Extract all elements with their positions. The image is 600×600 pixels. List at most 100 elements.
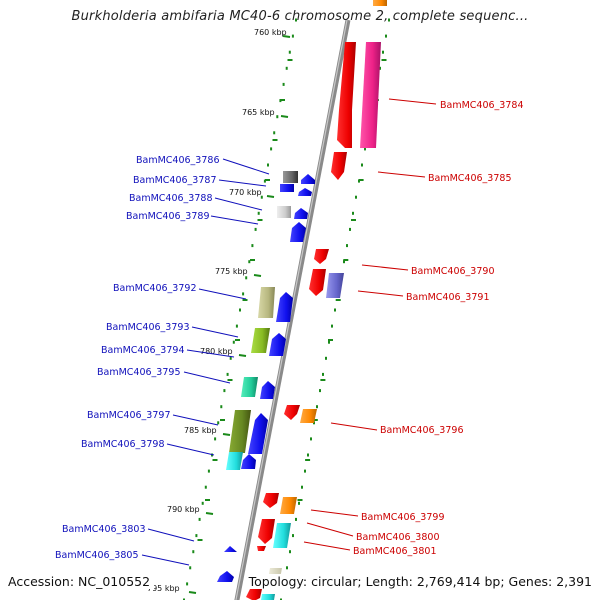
gene-block[interactable]: [280, 184, 294, 192]
gene-arrow[interactable]: [246, 589, 262, 600]
ring-dot: [291, 34, 294, 38]
gene-arrow[interactable]: [309, 269, 326, 296]
gene-arrow[interactable]: [298, 188, 312, 196]
ring-dot: [343, 259, 349, 261]
ring-dot: [186, 582, 189, 586]
gene-block[interactable]: [300, 409, 317, 423]
leader-line: [357, 290, 404, 297]
gene-label[interactable]: BamMC406_3795: [97, 367, 180, 378]
gene-arrow[interactable]: [331, 152, 347, 180]
gene-arrow[interactable]: [301, 174, 315, 184]
ring-dot: [195, 534, 198, 538]
ring-dot: [235, 324, 238, 328]
kbp-tick: [253, 274, 262, 277]
gene-block[interactable]: [283, 171, 298, 183]
ring-dot: [232, 340, 235, 344]
gene-label[interactable]: BamMC406_3787: [133, 175, 216, 186]
ring-dot: [198, 517, 201, 521]
gene-block[interactable]: [258, 287, 275, 318]
gene-block[interactable]: [226, 452, 243, 470]
gene-arrow[interactable]: [290, 222, 306, 242]
leader-line: [191, 326, 239, 338]
gene-arrow[interactable]: [269, 333, 286, 356]
gene-arrow[interactable]: [263, 493, 279, 508]
gene-label[interactable]: BamMC406_3785: [428, 173, 511, 184]
gene-label[interactable]: BamMC406_3801: [353, 546, 436, 557]
gene-arrow[interactable]: [314, 249, 329, 264]
gene-label[interactable]: BamMC406_3805: [55, 550, 138, 561]
leader-line: [310, 509, 359, 517]
reverse-strand-genes: [246, 0, 387, 600]
gene-arrow[interactable]: [258, 519, 275, 544]
gene-block[interactable]: [273, 523, 291, 548]
leader-line: [218, 179, 267, 187]
gene-arrow[interactable]: [217, 571, 234, 582]
gene-block[interactable]: [251, 328, 270, 353]
ring-dot: [381, 59, 387, 61]
ring-dot: [343, 260, 345, 264]
leader-line: [210, 215, 259, 225]
gene-label[interactable]: BamMC406_3790: [411, 266, 494, 277]
kbp-label: 775 kbp: [215, 267, 248, 276]
gene-label[interactable]: BamMC406_3788: [129, 193, 212, 204]
forward-strand-genes: [217, 171, 315, 582]
ring-dot: [223, 389, 226, 393]
gene-arrow[interactable]: [337, 42, 356, 148]
gene-label[interactable]: BamMC406_3786: [136, 155, 219, 166]
leader-line: [306, 522, 354, 537]
gene-arrow[interactable]: [241, 454, 256, 469]
gene-arrow[interactable]: [360, 42, 381, 148]
gene-arrow[interactable]: [248, 413, 268, 454]
gene-label[interactable]: BamMC406_3796: [380, 425, 463, 436]
gene-block[interactable]: [326, 273, 344, 298]
ring-dot: [316, 405, 318, 409]
gene-label[interactable]: BamMC406_3800: [356, 532, 439, 543]
gene-arrow[interactable]: [276, 292, 293, 322]
kbp-tick: [188, 591, 197, 594]
ring-dot: [297, 499, 303, 501]
ring-dot: [382, 50, 384, 54]
gene-arrow[interactable]: [294, 208, 308, 219]
gene-label[interactable]: BamMC406_3793: [106, 322, 189, 333]
gene-arrow[interactable]: [257, 546, 266, 551]
ring-dot: [254, 227, 257, 231]
gene-label[interactable]: BamMC406_3799: [361, 512, 444, 523]
gene-block[interactable]: [261, 594, 275, 600]
ring-dot: [192, 550, 195, 554]
gene-label[interactable]: BamMC406_3803: [62, 524, 145, 535]
gene-block[interactable]: [280, 497, 297, 514]
ring-dot: [295, 18, 297, 22]
ring-dot: [248, 260, 251, 264]
ring-dot: [325, 356, 327, 360]
kbp-label: 765 kbp: [242, 108, 275, 117]
gene-label[interactable]: BamMC406_3784: [440, 100, 523, 111]
ring-dot: [205, 499, 210, 501]
leader-line: [183, 371, 231, 384]
gene-block[interactable]: [277, 206, 291, 218]
gene-label[interactable]: BamMC406_3797: [87, 410, 170, 421]
gene-label[interactable]: BamMC406_3791: [406, 292, 489, 303]
leader-line: [166, 443, 215, 456]
kbp-label: 795 kbp: [147, 584, 180, 593]
gene-arrow[interactable]: [224, 546, 237, 552]
gene-block[interactable]: [229, 410, 251, 453]
gene-arrow[interactable]: [284, 405, 300, 420]
ring-dot: [267, 163, 269, 167]
ring-dot: [346, 244, 348, 248]
ring-dot: [289, 550, 291, 554]
ring-dot: [351, 219, 356, 221]
leader-line: [172, 414, 219, 426]
gene-block[interactable]: [241, 377, 258, 397]
ring-dot: [295, 517, 297, 521]
gene-arrow[interactable]: [260, 381, 275, 399]
gene-label[interactable]: BamMC406_3794: [101, 345, 184, 356]
ring-dot: [280, 598, 282, 600]
ring-dot: [358, 179, 364, 181]
ring-dot: [239, 308, 241, 312]
leader-lines: [141, 98, 437, 566]
gene-label[interactable]: BamMC406_3792: [113, 283, 196, 294]
gene-label[interactable]: BamMC406_3798: [81, 439, 164, 450]
leader-line: [377, 171, 426, 178]
gene-block[interactable]: [373, 0, 387, 6]
gene-label[interactable]: BamMC406_3789: [126, 211, 209, 222]
